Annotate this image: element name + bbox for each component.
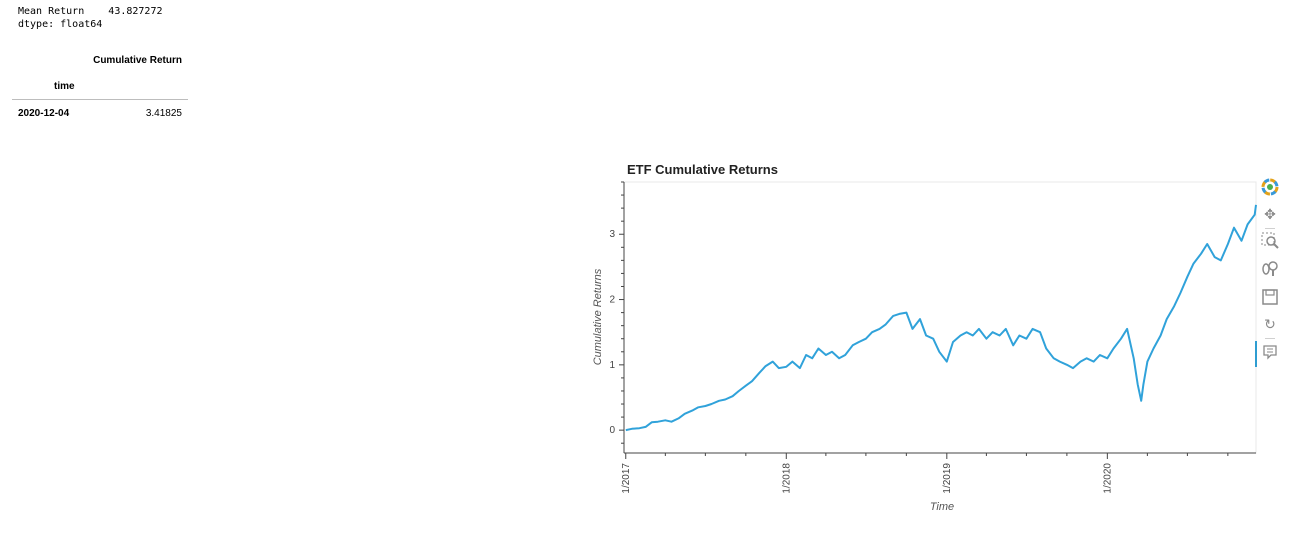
chart-title: ETF Cumulative Returns [627,162,778,177]
y-tick-label: 0 [609,425,615,436]
cumulative-returns-line [625,204,1257,432]
y-axis-label: Cumulative Returns [592,268,604,365]
x-tick-label: 1/2019 [942,463,953,494]
x-axis-label: Time [930,501,954,513]
toolbar-divider [1265,338,1275,339]
header-divider [12,99,188,100]
series-output: Mean Return 43.827272 dtype: float64 [18,5,163,31]
reset-icon[interactable]: ↻ [1264,317,1276,333]
y-axis-ticks: 0 1 2 3 [609,181,624,444]
y-tick-label: 3 [609,229,615,240]
save-icon[interactable] [1260,288,1280,308]
dataframe-table: Cumulative Return time 2020-12-04 3.4182… [12,50,188,120]
series-output-line-1: Mean Return 43.827272 [18,6,163,17]
index-header: time [54,81,75,92]
x-axis-ticks: 1/2017 1/2018 1/2019 1/2020 [621,453,1229,494]
column-header: Cumulative Return [93,55,182,66]
row-index: 2020-12-04 [18,108,70,119]
y-tick-label: 2 [609,295,615,306]
active-tool-indicator [1255,341,1257,367]
pan-icon[interactable]: ✥ [1264,207,1276,223]
row-value: 3.41825 [145,108,182,119]
x-tick-label: 1/2018 [781,463,792,494]
x-tick-label: 1/2020 [1102,463,1113,494]
hover-icon[interactable] [1260,343,1280,363]
plot-area[interactable] [623,181,1257,454]
x-tick-label: 1/2017 [621,463,632,494]
wheel-zoom-icon[interactable] [1260,259,1280,279]
y-tick-label: 1 [609,360,615,371]
etf-cumulative-returns-chart[interactable]: ETF Cumulative Returns 0 1 2 3 1/2017 1/2018… [580,155,1260,525]
series-output-line-2: dtype: float64 [18,19,103,30]
toolbar-divider [1265,228,1275,229]
bokeh-logo-icon[interactable] [1260,178,1280,198]
chart-toolbar: ✥ ↻ [1255,178,1282,368]
box-zoom-icon[interactable] [1260,232,1280,252]
